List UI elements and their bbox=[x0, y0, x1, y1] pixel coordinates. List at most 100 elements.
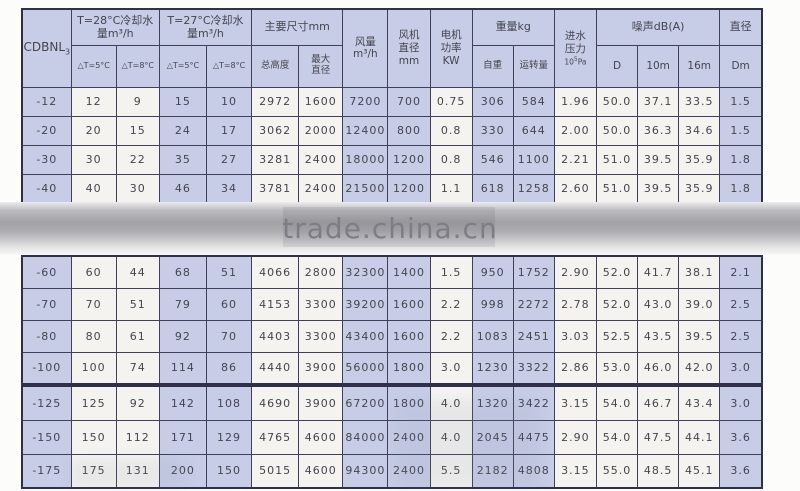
cell-r8-c4: 108 bbox=[205, 385, 253, 421]
col-header-fan-diameter: 风机 直径 mm bbox=[387, 8, 431, 88]
cell-r10-c2: 131 bbox=[115, 453, 160, 489]
cell-r3-c9: 1.1 bbox=[429, 173, 473, 204]
cell-r10-c6: 4600 bbox=[298, 453, 344, 489]
cell-r2-c13: 51.0 bbox=[595, 144, 639, 175]
cell-r0-c1: 12 bbox=[70, 86, 117, 117]
cell-r2-c4: 27 bbox=[205, 144, 253, 175]
spec-row: -80 80 61 92 70 4403 3300 43400 1600 2.2 1083 2451 3… bbox=[21, 319, 763, 353]
cell-r10-c5: 5015 bbox=[251, 453, 300, 489]
cell-r1-c5: 3062 bbox=[251, 115, 300, 146]
cell-r0-c7: 7200 bbox=[342, 86, 389, 117]
faint-watermark-blob bbox=[70, 460, 185, 486]
cell-r0-c13: 50.0 bbox=[595, 86, 639, 117]
cell-r2-c15: 35.9 bbox=[678, 144, 721, 175]
cell-r1-c14: 36.3 bbox=[637, 115, 680, 146]
spec-row: -20 20 15 24 17 3062 2000 12400 800 0.8 330 644 2.00… bbox=[21, 115, 763, 146]
cell-r3-c5: 3781 bbox=[251, 173, 300, 204]
cell-r1-c9: 0.8 bbox=[429, 115, 473, 146]
cell-r4-c9: 1.5 bbox=[429, 255, 473, 289]
cell-r4-c12: 2.90 bbox=[553, 255, 597, 289]
cell-r2-c11: 1100 bbox=[512, 144, 555, 175]
cell-r2-c14: 39.5 bbox=[637, 144, 680, 175]
cell-r1-c2: 15 bbox=[115, 115, 160, 146]
cell-r2-c16: 1.8 bbox=[719, 144, 763, 175]
cell-r8-c9: 4.0 bbox=[429, 385, 473, 421]
cell-r4-c4: 51 bbox=[205, 255, 253, 289]
cell-r6-c0: -80 bbox=[21, 319, 72, 353]
cell-r6-c3: 92 bbox=[158, 319, 207, 353]
cell-r5-c12: 2.78 bbox=[553, 287, 597, 321]
spec-table-middle: -60 60 44 68 51 4066 2800 32300 1400 1.5 950 1752 2.… bbox=[21, 255, 763, 385]
col-subheader-max-diameter: 最大 直径 bbox=[298, 44, 344, 88]
cell-r8-c5: 4690 bbox=[251, 385, 300, 421]
spec-table-lower: -125 125 92 142 108 4690 3900 67200 1800 4.0 1320 3… bbox=[21, 385, 763, 489]
cell-r5-c8: 1600 bbox=[387, 287, 431, 321]
cell-r10-c14: 48.5 bbox=[637, 453, 680, 489]
cell-r10-c0: -175 bbox=[21, 453, 72, 489]
col-header-t28-group: T=28°C冷却水 量m³/h bbox=[70, 8, 160, 46]
cell-r3-c13: 51.0 bbox=[595, 173, 639, 204]
cell-r2-c1: 30 bbox=[70, 144, 117, 175]
cell-r4-c1: 60 bbox=[70, 255, 117, 289]
cell-r7-c6: 3900 bbox=[298, 351, 344, 385]
cell-r2-c0: -30 bbox=[21, 144, 72, 175]
col-header-model: CDBNL3 bbox=[21, 8, 72, 88]
cell-r0-c12: 1.96 bbox=[553, 86, 597, 117]
cell-r5-c2: 51 bbox=[115, 287, 160, 321]
cell-r5-c13: 52.0 bbox=[595, 287, 639, 321]
col-subheader-self-weight: 自重 bbox=[471, 44, 514, 88]
cell-r6-c7: 43400 bbox=[342, 319, 389, 353]
col-subheader-t28-dt5: △T=5°C bbox=[70, 44, 117, 88]
cell-r9-c15: 44.1 bbox=[678, 419, 721, 455]
cell-r1-c11: 644 bbox=[512, 115, 555, 146]
cell-r1-c1: 20 bbox=[70, 115, 117, 146]
cell-r6-c13: 52.5 bbox=[595, 319, 639, 353]
cell-r6-c12: 3.03 bbox=[553, 319, 597, 353]
cell-r3-c12: 2.60 bbox=[553, 173, 597, 204]
spec-row: -60 60 44 68 51 4066 2800 32300 1400 1.5 950 1752 2.… bbox=[21, 255, 763, 289]
cell-r8-c7: 67200 bbox=[342, 385, 389, 421]
cell-r3-c6: 2400 bbox=[298, 173, 344, 204]
cell-r9-c9: 4.0 bbox=[429, 419, 473, 455]
cell-r2-c7: 18000 bbox=[342, 144, 389, 175]
cell-r6-c14: 43.5 bbox=[637, 319, 680, 353]
cell-r9-c10: 2045 bbox=[471, 419, 514, 455]
cell-r4-c8: 1400 bbox=[387, 255, 431, 289]
cell-r4-c2: 44 bbox=[115, 255, 160, 289]
cell-r8-c12: 3.15 bbox=[553, 385, 597, 421]
cell-r9-c16: 3.6 bbox=[719, 419, 763, 455]
cell-r5-c15: 39.0 bbox=[678, 287, 721, 321]
cell-r4-c3: 68 bbox=[158, 255, 207, 289]
cell-r6-c15: 39.5 bbox=[678, 319, 721, 353]
cell-r7-c8: 1800 bbox=[387, 351, 431, 385]
cell-r7-c3: 114 bbox=[158, 351, 207, 385]
cell-r8-c10: 1320 bbox=[471, 385, 514, 421]
cell-r7-c15: 42.0 bbox=[678, 351, 721, 385]
table-body-lower: -125 125 92 142 108 4690 3900 67200 1800 4.0 1320 3… bbox=[21, 385, 763, 489]
col-header-dimensions-group: 主要尺寸mm bbox=[251, 8, 344, 46]
cell-r9-c13: 54.0 bbox=[595, 419, 639, 455]
cell-r7-c4: 86 bbox=[205, 351, 253, 385]
spec-table-upper: CDBNL3 T=28°C冷却水 量m³/h T=27°C冷却水 量m³/h 主… bbox=[21, 8, 763, 204]
cell-r8-c3: 142 bbox=[158, 385, 207, 421]
cell-r8-c1: 125 bbox=[70, 385, 117, 421]
cell-r1-c4: 17 bbox=[205, 115, 253, 146]
col-header-weight-group: 重量kg bbox=[471, 8, 555, 46]
cell-r0-c14: 37.1 bbox=[637, 86, 680, 117]
cell-r5-c7: 39200 bbox=[342, 287, 389, 321]
table-body-middle: -60 60 44 68 51 4066 2800 32300 1400 1.5 950 1752 2.… bbox=[21, 255, 763, 385]
cell-r9-c0: -150 bbox=[21, 419, 72, 455]
cell-r1-c13: 50.0 bbox=[595, 115, 639, 146]
cell-r1-c10: 330 bbox=[471, 115, 514, 146]
cell-r9-c5: 4765 bbox=[251, 419, 300, 455]
col-subheader-operating-weight: 运转量 bbox=[512, 44, 555, 88]
cell-r10-c16: 3.6 bbox=[719, 453, 763, 489]
cell-r9-c7: 84000 bbox=[342, 419, 389, 455]
cell-r4-c10: 950 bbox=[471, 255, 514, 289]
col-subheader-diameter-dm: Dm bbox=[719, 44, 763, 88]
cell-r2-c3: 35 bbox=[158, 144, 207, 175]
model-subscript: 3 bbox=[65, 47, 71, 57]
cell-r3-c8: 1200 bbox=[387, 173, 431, 204]
cell-r7-c7: 56000 bbox=[342, 351, 389, 385]
cell-r4-c5: 4066 bbox=[251, 255, 300, 289]
